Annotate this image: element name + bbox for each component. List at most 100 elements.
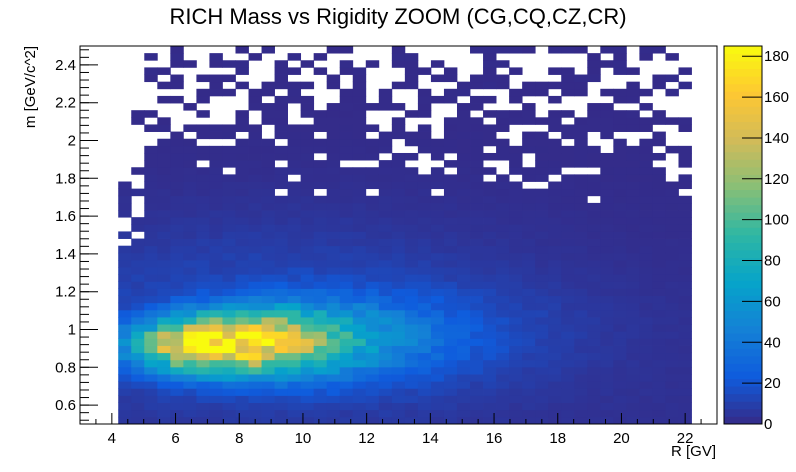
heatmap-cell (652, 238, 666, 247)
heatmap-cell (561, 67, 575, 75)
heatmap-cell (678, 388, 692, 396)
heatmap-cell (274, 145, 288, 154)
heatmap-cell (626, 210, 640, 218)
heatmap-cell (326, 202, 341, 211)
heatmap-cell (365, 281, 380, 289)
heatmap-cell (287, 238, 302, 247)
heatmap-cell (235, 46, 249, 54)
heatmap-cell (326, 395, 341, 403)
heatmap-cell (287, 295, 302, 304)
heatmap-cell (378, 238, 393, 247)
heatmap-cell (509, 117, 523, 125)
heatmap-cell (496, 238, 510, 247)
heatmap-cell (470, 224, 484, 232)
colorbar-segment (724, 106, 762, 115)
heatmap-cell (352, 95, 367, 104)
heatmap-cell (352, 259, 367, 268)
heatmap-cell (378, 374, 393, 382)
heatmap-cell (248, 374, 262, 382)
heatmap-cell (456, 138, 471, 147)
heatmap-cell (483, 202, 497, 211)
heatmap-cell (417, 374, 432, 382)
colorbar-segment (724, 76, 762, 85)
heatmap-cell (339, 138, 354, 147)
colorbar-segment (724, 340, 762, 349)
heatmap-cell (678, 317, 692, 325)
heatmap-cell (535, 167, 549, 175)
heatmap-cell (235, 217, 249, 225)
heatmap-cell (352, 124, 367, 132)
heatmap-cell (613, 217, 627, 225)
heatmap-cell (430, 317, 445, 325)
heatmap-cell (131, 245, 145, 254)
heatmap-cell (326, 309, 341, 318)
heatmap-cell (678, 331, 692, 339)
heatmap-cell (209, 131, 223, 140)
heatmap-cell (483, 95, 497, 104)
heatmap-cell (144, 217, 158, 225)
heatmap-cell (652, 202, 666, 211)
heatmap-cell (222, 388, 236, 396)
heatmap-cell (496, 124, 510, 132)
heatmap-cell (535, 359, 549, 368)
heatmap-cell (496, 217, 510, 225)
y-tick-label: 2 (68, 133, 76, 150)
heatmap-cell (496, 267, 510, 275)
heatmap-cell (222, 295, 236, 304)
heatmap-cell (613, 188, 627, 197)
heatmap-cell (600, 395, 614, 403)
heatmap-cell (118, 374, 132, 382)
heatmap-cell (509, 217, 523, 225)
heatmap-cell (626, 274, 640, 282)
heatmap-cell (430, 138, 445, 147)
heatmap-cell (626, 281, 640, 289)
heatmap-cell (274, 374, 288, 382)
heatmap-cell (509, 67, 523, 75)
heatmap-cell (183, 167, 197, 175)
heatmap-cell (600, 124, 614, 132)
heatmap-cell (144, 366, 158, 375)
heatmap-cell (326, 409, 341, 418)
heatmap-cell (535, 352, 549, 361)
heatmap-cell (587, 231, 601, 239)
heatmap-cell (587, 117, 601, 125)
heatmap-cell (287, 302, 302, 311)
heatmap-cell (509, 352, 523, 361)
heatmap-cell (417, 309, 432, 318)
heatmap-cell (313, 145, 328, 154)
heatmap-cell (196, 366, 210, 375)
heatmap-cell (574, 117, 588, 125)
heatmap-cell (483, 210, 497, 218)
heatmap-cell (509, 267, 523, 275)
heatmap-cell (430, 210, 445, 218)
heatmap-cell (118, 352, 132, 361)
heatmap-cell (300, 359, 315, 368)
heatmap-cell (496, 352, 510, 361)
heatmap-cell (665, 245, 679, 254)
heatmap-cell (404, 60, 419, 68)
colorbar-tick-label: 40 (764, 334, 781, 351)
heatmap-cell (600, 402, 614, 411)
heatmap-cell (131, 224, 145, 232)
heatmap-cell (430, 252, 445, 261)
heatmap-cell (326, 181, 341, 190)
heatmap-cell (430, 359, 445, 368)
heatmap-cell (300, 138, 315, 147)
heatmap-cell (626, 117, 640, 125)
heatmap-cell (561, 338, 575, 346)
heatmap-cell (235, 416, 249, 425)
colorbar-segment (724, 212, 762, 221)
heatmap-cell (352, 252, 367, 261)
heatmap-cell (144, 210, 158, 218)
heatmap-cell (261, 374, 275, 382)
heatmap-cell (274, 202, 288, 211)
heatmap-cell (404, 302, 419, 311)
heatmap-cell (274, 103, 288, 111)
heatmap-cell (613, 267, 627, 275)
heatmap-cell (118, 195, 132, 204)
heatmap-cell (391, 231, 406, 239)
heatmap-cell (222, 202, 236, 211)
heatmap-cell (404, 338, 419, 346)
heatmap-cell (522, 195, 536, 204)
heatmap-cell (378, 395, 393, 403)
